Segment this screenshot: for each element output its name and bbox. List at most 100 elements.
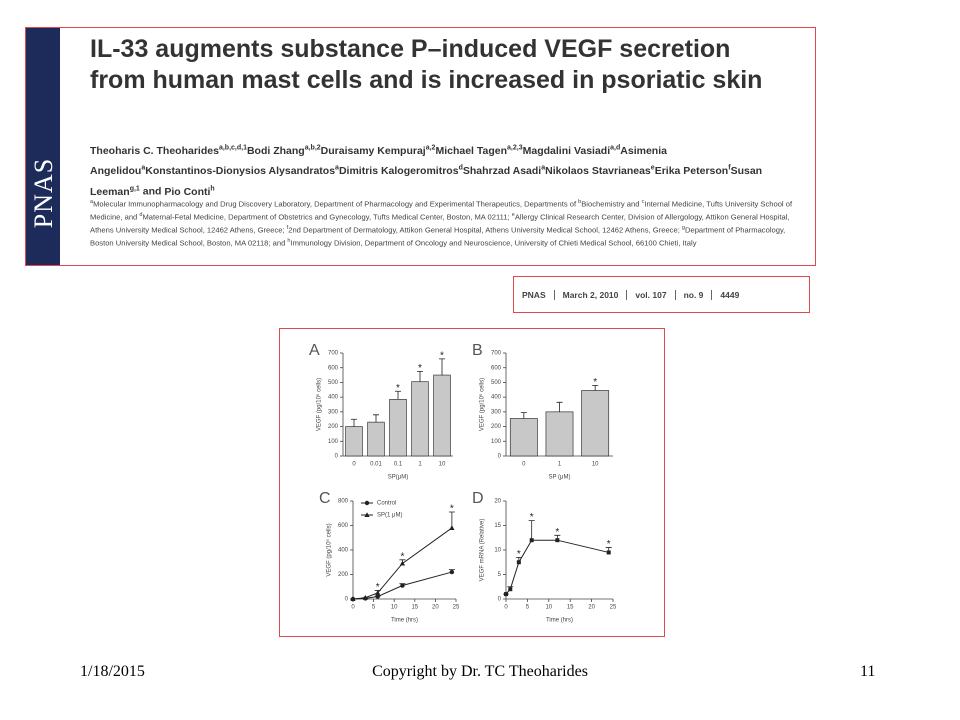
author-affiliation: d [458,164,463,172]
x-tick-label: 15 [411,605,418,611]
author: Theoharis C. Theoharidesa,b,c,d,1 [90,144,247,157]
significance: * [400,551,404,562]
marker [449,525,455,530]
author-affiliation: a,b,2 [304,144,321,151]
affiliation-text: Internal Medicine, Tufts University Scho… [90,199,793,222]
x-tick-label: 0 [504,605,508,611]
marker [375,594,380,599]
error-bar [592,384,599,391]
author-affiliation: a [141,164,146,172]
y-tick-label: 200 [338,572,349,578]
marker [504,592,508,597]
x-tick-label: 0 [351,605,355,611]
bar [433,374,451,457]
y-tick-label: 20 [494,499,501,505]
x-tick-label: 10 [391,605,398,611]
error-bar [417,370,423,382]
x-tick-label: 0 [352,462,356,468]
affiliation-mark: a [90,199,94,205]
significance: * [593,377,597,388]
marker [529,538,534,543]
y-tick-label: 200 [491,424,502,430]
y-tick-label: 600 [328,365,339,371]
significance: * [607,539,611,550]
y-tick-label: 400 [338,548,349,554]
author: Pio Contih [164,185,215,198]
author-affiliation: h [210,185,215,192]
journal-logo: PNAS [29,157,58,229]
citation-item: PNAS [522,289,546,300]
marker [400,583,405,588]
author: Magdalini Vasiadia,d [522,144,621,157]
series-line [505,539,609,595]
affiliation-text: Molecular Immunopharmacology and Drug Di… [93,199,579,209]
x-tick-label: 10 [592,462,599,468]
significance: * [530,512,534,523]
panel-letter: C [319,490,331,507]
affiliations: aMolecular Immunopharmacology and Drug D… [90,197,800,249]
author: Michael Tagena,2,3 [435,144,523,157]
significance: * [396,383,400,394]
author-name: Pio Conti [164,185,211,198]
author-affiliation: f [728,164,731,172]
marker [449,569,455,575]
affiliation-mark: e [511,212,515,219]
significance: * [376,582,380,593]
y-tick-label: 0 [498,597,502,603]
marker [508,587,513,592]
citation-item: 4449 [711,289,747,300]
x-axis-label: SP (μM) [548,475,570,481]
author-affiliation: a [335,164,339,172]
y-tick-label: 700 [491,351,502,357]
marker [516,560,521,565]
author-affiliation: a,b,c,d,1 [218,144,247,151]
x-tick-label: 20 [432,605,439,611]
author-list: Theoharis C. Theoharidesa,b,c,d,1Bodi Zh… [90,139,770,201]
y-tick-label: 600 [491,365,502,371]
x-axis-label: SP(μM) [388,475,408,481]
y-tick-label: 0 [345,597,349,603]
x-tick-label: 25 [610,605,617,611]
error-bar [439,358,445,376]
y-tick-label: 500 [491,380,502,386]
y-tick-label: 500 [328,380,339,386]
y-tick-label: 300 [328,409,339,415]
marker [399,560,406,566]
y-axis-label: VEGF (pg/10⁶ cells) [316,378,323,431]
affiliation-text: Maternal-Fetal Medicine, Department of O… [142,212,512,222]
affiliation-mark: h [287,238,291,245]
footer-date: 1/18/2015 [80,663,145,680]
significance: * [555,527,559,538]
citation-item: no. 9 [674,289,712,300]
citation-bar: PNAS March 2, 2010 vol. 107 no. 9 4449 [513,276,810,313]
author: Shahrzad Asadia [462,165,545,178]
significance: * [517,549,521,560]
x-tick-label: 5 [372,605,376,611]
x-tick-label: 20 [588,605,595,611]
error-bar [395,390,401,400]
affiliation-text: Department of Pharmacology, Boston Unive… [90,225,786,248]
error-bar [351,418,357,427]
affiliation-text: Biochemistry and [581,199,642,209]
y-tick-label: 300 [491,409,502,415]
legend-label: SP(1 μM) [377,513,402,519]
bar [345,426,363,457]
author-name: Bodi Zhang [246,144,305,157]
author: Dimitris Kalogeromitrosd [339,164,463,178]
y-tick-label: 100 [491,439,502,445]
x-tick-label: 25 [453,605,460,611]
author: Konstantinos-Dionysios Alysandratosa [145,164,339,178]
author-affiliation: a,2,3 [507,144,523,151]
significance: * [450,504,454,515]
author: Bodi Zhanga,b,2 [246,144,321,157]
figure: A 0 100 200 300 400 500 600 700 VEGF (pg/10⁶ cell… [279,328,665,637]
affiliation-mark: g [681,225,685,232]
author: Duraisamy Kempuraja,2 [321,144,436,157]
author-name: Magdalini Vasiadi [522,144,611,157]
author-name: Shahrzad Asadi [462,165,542,177]
author: Erika Petersonf [655,164,731,178]
citation-item: March 2, 2010 [553,289,627,300]
bar [581,390,610,457]
